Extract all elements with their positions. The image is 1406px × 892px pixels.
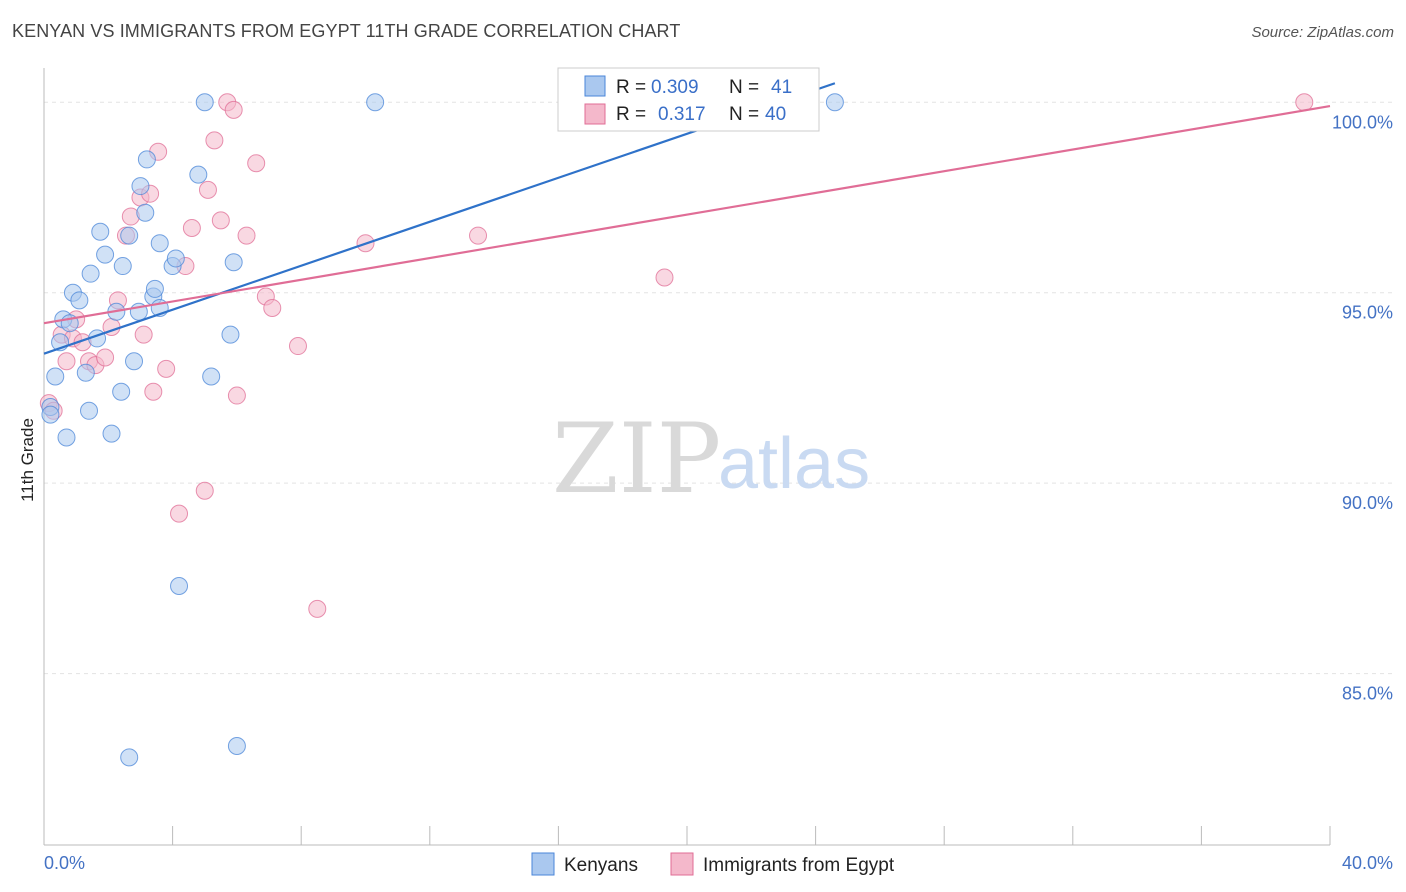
chart-title: KENYAN VS IMMIGRANTS FROM EGYPT 11TH GRA… (12, 21, 681, 41)
point-egypt-22 (182, 218, 201, 237)
point-kenyans-11 (81, 264, 100, 283)
watermark-atlas: atlas (718, 424, 870, 504)
legend-r-value-egypt: 0.317 (658, 104, 706, 125)
point-egypt-31 (247, 154, 266, 173)
legend-n-value-kenyans: 41 (771, 77, 792, 98)
point-kenyans-36 (221, 325, 240, 344)
point-kenyans-19 (120, 226, 139, 245)
point-egypt-30 (237, 226, 256, 245)
source-credit: Source: ZipAtlas.com (1251, 24, 1394, 41)
legend-n-label-egypt: N = (729, 104, 759, 125)
watermark: ZIP atlas (552, 403, 870, 515)
point-kenyans-38 (227, 736, 246, 755)
point-kenyans-5 (57, 428, 76, 447)
point-egypt-15 (134, 325, 153, 344)
x-tick-label-min: 0.0% (44, 853, 85, 873)
x-tick-label-max: 40.0% (1342, 853, 1393, 873)
legend-r-label-egypt: R = (616, 104, 646, 125)
bottom-legend-label-egypt: Immigrants from Egypt (703, 855, 895, 876)
legend-swatch-egypt (584, 103, 606, 125)
y-axis-title: 11th Grade (18, 418, 37, 502)
point-kenyans-20 (120, 748, 139, 767)
y-tick-label-90: 90.0% (1342, 493, 1393, 513)
point-kenyans-39 (366, 93, 385, 112)
x-ticks (43, 826, 1331, 845)
point-egypt-29 (227, 386, 246, 405)
point-kenyans-24 (136, 203, 155, 222)
point-kenyans-25 (137, 150, 156, 169)
point-egypt-19 (157, 359, 176, 378)
y-tick-label-100: 100.0% (1332, 112, 1393, 132)
legend-swatch-kenyans (584, 75, 606, 97)
legend-n-label-kenyans: N = (729, 77, 759, 98)
y-tick-labels: 85.0% 90.0% 95.0% 100.0% (1332, 112, 1393, 703)
point-kenyans-14 (96, 245, 115, 264)
point-kenyans-17 (112, 382, 131, 401)
point-kenyans-15 (102, 424, 121, 443)
point-kenyans-10 (80, 401, 99, 420)
point-egypt-39 (1295, 93, 1314, 112)
point-kenyans-2 (46, 367, 65, 386)
point-kenyans-9 (76, 363, 95, 382)
series-legend: Kenyans Immigrants from Egypt (531, 852, 895, 876)
y-tick-label-95: 95.0% (1342, 303, 1393, 323)
point-egypt-34 (288, 337, 307, 356)
point-kenyans-8 (70, 291, 89, 310)
point-egypt-37 (469, 226, 488, 245)
watermark-zip: ZIP (552, 403, 721, 515)
point-egypt-17 (144, 382, 163, 401)
series-egypt-points (39, 93, 1314, 618)
stats-legend: R = 0.309 N = 41 R = 0.317 N = 40 (557, 67, 820, 132)
point-kenyans-37 (224, 253, 243, 272)
point-kenyans-21 (125, 352, 144, 371)
point-egypt-23 (195, 481, 214, 500)
point-kenyans-18 (113, 257, 132, 276)
gridlines (44, 101, 1395, 675)
point-kenyans-27 (145, 279, 164, 298)
legend-n-value-egypt: 40 (765, 104, 786, 125)
point-kenyans-32 (170, 577, 189, 595)
bottom-legend-label-kenyans: Kenyans (564, 855, 638, 876)
bottom-legend-swatch-egypt (670, 852, 694, 876)
point-egypt-38 (655, 268, 674, 287)
point-kenyans-35 (202, 367, 221, 386)
point-kenyans-28 (150, 234, 169, 253)
point-egypt-26 (211, 211, 230, 230)
point-egypt-35 (308, 599, 327, 618)
point-egypt-28 (224, 100, 243, 119)
point-egypt-9 (96, 348, 115, 367)
point-kenyans-23 (131, 177, 150, 196)
point-kenyans-33 (189, 165, 208, 184)
trend-line-egypt (43, 105, 1331, 325)
point-egypt-20 (170, 504, 189, 523)
point-kenyans-1 (41, 405, 60, 424)
point-egypt-3 (57, 352, 76, 371)
point-kenyans-40 (825, 93, 844, 112)
point-egypt-25 (205, 131, 224, 150)
point-egypt-33 (263, 298, 282, 317)
point-egypt-24 (198, 180, 217, 199)
y-tick-label-85: 85.0% (1342, 684, 1393, 704)
legend-r-label-kenyans: R = (616, 77, 646, 98)
legend-r-value-kenyans: 0.309 (651, 77, 699, 98)
point-kenyans-31 (166, 249, 185, 268)
point-kenyans-13 (91, 222, 110, 241)
point-kenyans-34 (195, 93, 214, 112)
bottom-legend-swatch-kenyans (531, 852, 555, 876)
series-kenyans-points (41, 93, 844, 767)
